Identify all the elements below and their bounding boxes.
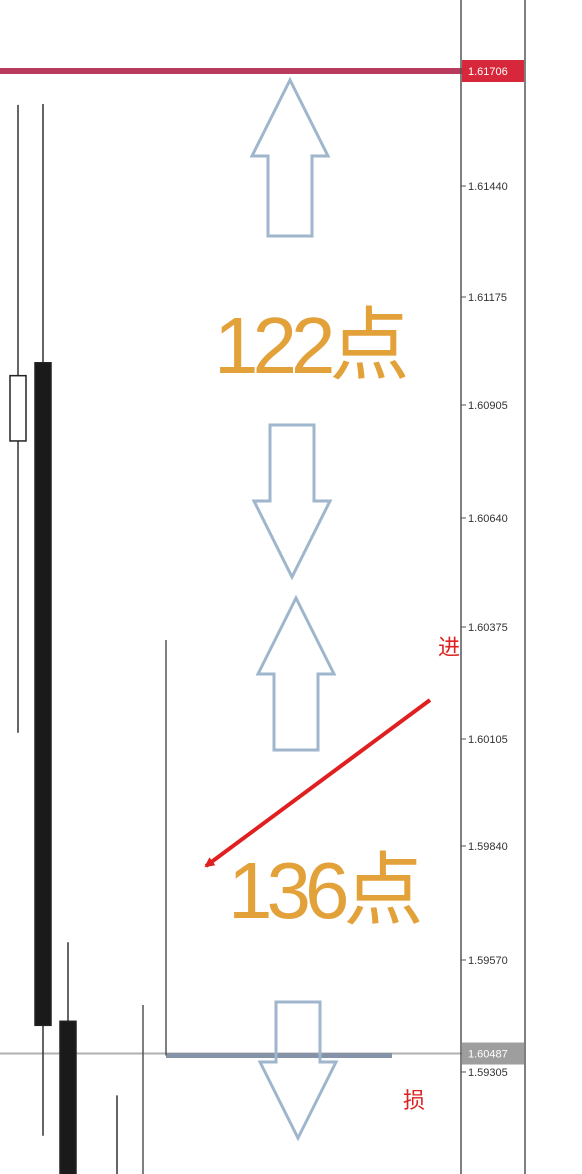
entry-arrow (204, 698, 432, 868)
y-tick-label-3: 1.60640 (468, 513, 508, 525)
up-arrow-upper-range (249, 76, 331, 238)
range-arrows (249, 76, 339, 1142)
candle-body-1 (34, 362, 52, 1027)
price-axis: 1.61440 1.61175 1.60905 1.60640 1.60375 1.601… (460, 0, 526, 1174)
up-arrow-lower-range (255, 594, 337, 752)
y-tick-label-4: 1.60375 (468, 622, 508, 634)
y-tick-label-0: 1.61440 (468, 181, 508, 193)
price-marker-label-0: 1.61706 (468, 66, 508, 78)
candle-body-2 (59, 1020, 77, 1174)
horizontal-price-lines (0, 68, 462, 1055)
candle-body-0 (9, 374, 27, 442)
range-lower-annotation: 136点 (228, 846, 420, 935)
price-marker-box-1 (462, 1042, 524, 1065)
y-tick-label-5: 1.60105 (468, 734, 508, 746)
price-marker-label-1: 1.60487 (468, 1049, 508, 1061)
y-tick-label-6: 1.59840 (468, 841, 508, 853)
candles (9, 104, 118, 1174)
y-tick-label-2: 1.60905 (468, 400, 508, 412)
range-upper-annotation: 122点 (214, 301, 406, 390)
bracket-lines (142, 640, 392, 1174)
down-arrow-lower-range (257, 1000, 339, 1142)
stop-loss-annotation: 损 (403, 1089, 425, 1114)
y-tick-label-8: 1.59305 (468, 1067, 508, 1079)
y-tick-label-7: 1.59570 (468, 955, 508, 967)
range-lower-annotation-bg (228, 838, 368, 922)
y-tick-labels: 1.61440 1.61175 1.60905 1.60640 1.60375 1.601… (461, 181, 508, 1079)
price-marker-box-0 (462, 60, 524, 82)
down-arrow-upper-range (251, 423, 333, 581)
y-tick-label-1: 1.61175 (468, 292, 507, 304)
entry-annotation: 进 (438, 636, 460, 661)
